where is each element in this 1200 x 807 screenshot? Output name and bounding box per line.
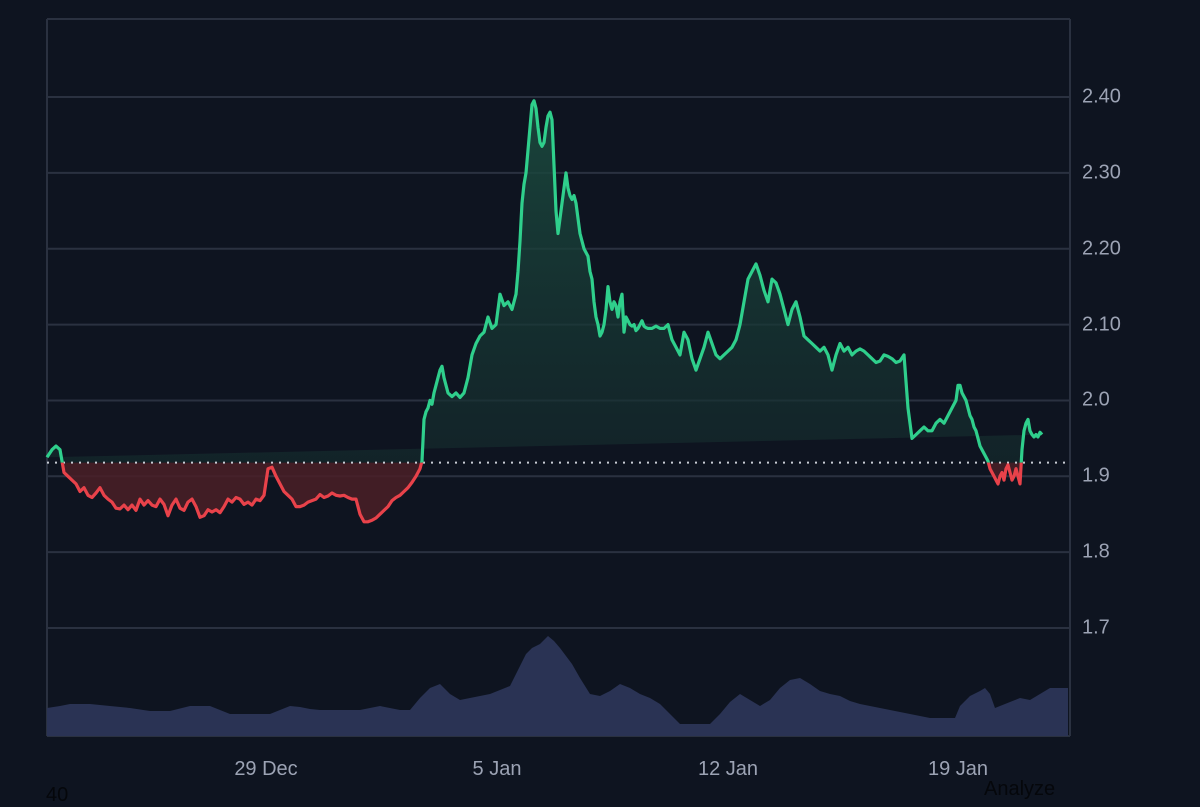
price-line-down <box>60 462 1023 524</box>
y-tick-label: 2.10 <box>1082 313 1121 336</box>
y-tick-label: 1.8 <box>1082 540 1110 563</box>
area-above-baseline <box>47 100 1042 463</box>
x-tick-label: 5 Jan <box>472 758 522 780</box>
x-tick-label: 19 Jan <box>927 758 989 780</box>
y-tick-label: 2.40 <box>1082 85 1121 108</box>
stray-label-40: 40 <box>46 784 69 806</box>
x-tick-label: 12 Jan <box>697 758 759 780</box>
y-tick-label: 2.0 <box>1082 388 1110 411</box>
analyze-label[interactable]: Analyze <box>984 778 1056 800</box>
y-tick-label: 2.20 <box>1082 237 1121 260</box>
y-tick-label: 1.9 <box>1082 464 1110 487</box>
area-below-baseline <box>62 462 1022 522</box>
y-tick-label: 2.30 <box>1082 161 1121 184</box>
y-tick-label: 1.7 <box>1082 616 1110 639</box>
price-line-up <box>45 99 1044 463</box>
volume-area <box>47 636 1068 736</box>
x-tick-label: 29 Dec <box>234 758 298 780</box>
